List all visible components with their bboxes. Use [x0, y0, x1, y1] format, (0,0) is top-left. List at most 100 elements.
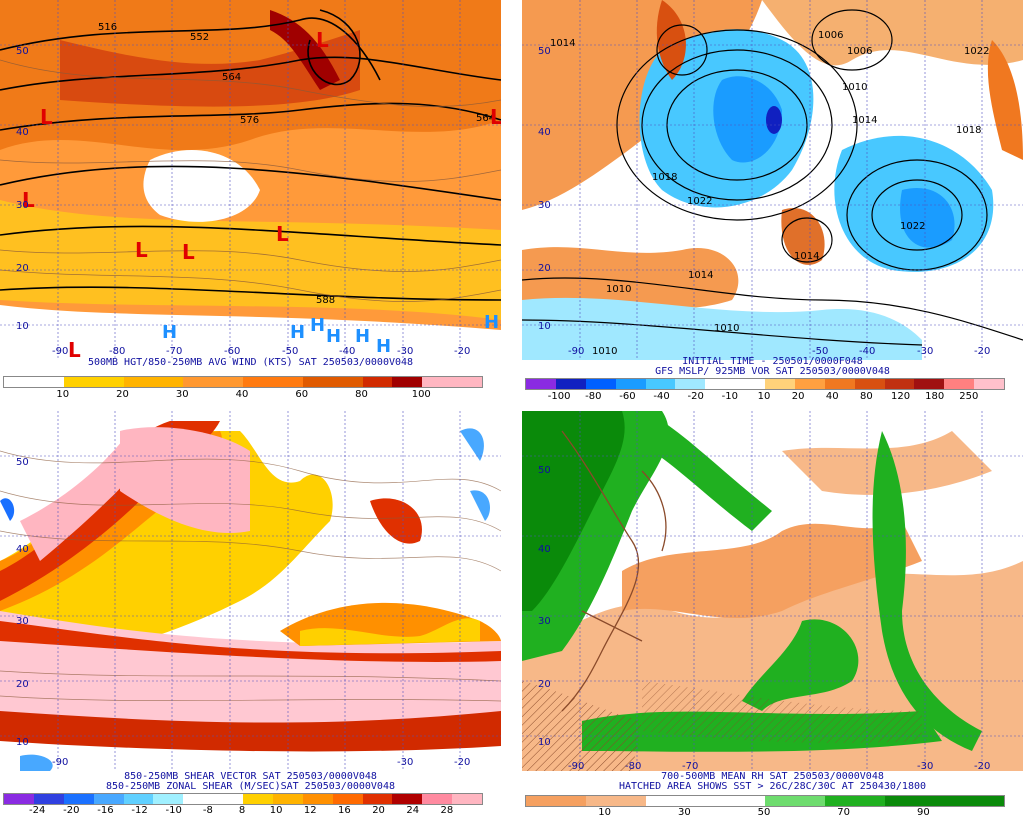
colorbar-swatch	[884, 796, 915, 806]
contour-label: 588	[316, 295, 336, 306]
colorbar-swatch	[272, 794, 303, 804]
contour-label: 552	[190, 32, 210, 43]
colorbar-tick-label: 10	[269, 805, 283, 816]
colorbar-tick-label: -80	[585, 391, 602, 402]
colorbar-swatch	[585, 379, 616, 389]
colorbar-swatch	[854, 379, 885, 389]
colorbar-swatch	[854, 796, 885, 806]
contour-label: 576	[240, 115, 260, 126]
isobar-label: 1014	[688, 270, 714, 281]
colorbar-tick-label: 40	[235, 389, 249, 400]
colorbar-tick-label: 70	[837, 807, 851, 818]
colorbar-tick-label: -20	[63, 805, 80, 816]
panel-wind: 516 552 564 576 564 588 L L L L L L L L …	[0, 0, 501, 408]
lon-label: -30	[397, 757, 414, 768]
colorbar-tick-label: 90	[916, 807, 930, 818]
isobar-label: 1014	[550, 38, 576, 49]
low-pressure-marker: L	[316, 28, 329, 52]
colorbar-tick-label: 20	[116, 389, 129, 400]
lat-label: 30	[538, 200, 551, 211]
colorbar-swatch	[884, 379, 915, 389]
lon-label: -20	[974, 761, 991, 771]
colorbar-tick-label: 180	[925, 391, 945, 402]
lat-label: 10	[16, 737, 29, 748]
colorbar-swatch	[153, 377, 184, 387]
lon-label: -20	[454, 757, 471, 768]
colorbar-swatch	[243, 377, 273, 387]
vorticity-map: 1014 1006 1006 1022 1010 1014 1018 1022 …	[522, 0, 1023, 360]
isobar-label: 1010	[842, 82, 868, 93]
high-pressure-marker: H	[376, 336, 392, 357]
colorbar-swatch	[392, 377, 423, 387]
colorbar-swatch	[153, 794, 184, 804]
lon-label: -50	[282, 346, 299, 357]
high-pressure-marker: H	[162, 322, 178, 343]
isobar-label: 1006	[818, 30, 844, 41]
colorbar-ticks: -24 -20 -16 -12 -10 -8 8 10 12 16 20 24 28	[3, 805, 481, 817]
lat-label: 40	[16, 544, 29, 555]
colorbar-swatch	[675, 379, 706, 389]
colorbar-swatch	[914, 796, 945, 806]
lon-label: -20	[454, 346, 471, 357]
colorbar-swatch	[944, 796, 975, 806]
isobar-label: 1010	[714, 323, 740, 334]
lon-label: -80	[625, 761, 642, 771]
colorbar-swatch	[824, 796, 855, 806]
low-pressure-marker: L	[68, 338, 81, 360]
lon-label: -30	[917, 761, 934, 771]
colorbar-swatch	[705, 379, 736, 389]
lon-label: -80	[109, 346, 126, 357]
isobar-label: 1006	[847, 46, 873, 57]
colorbar-swatch	[123, 794, 154, 804]
lon-label: -70	[682, 761, 699, 771]
colorbar-swatch	[332, 377, 363, 387]
colorbar-tick-label: -40	[653, 391, 670, 402]
colorbar-swatch	[452, 377, 482, 387]
panel-rh: 50 40 30 20 10 -90 -80 -70 -30 -20 700-5…	[522, 411, 1023, 819]
colorbar-swatch	[585, 796, 616, 806]
colorbar-swatch	[362, 377, 393, 387]
isobar-label: 1018	[652, 172, 678, 183]
colorbar-swatch	[332, 794, 363, 804]
colorbar-swatch	[615, 796, 646, 806]
colorbar-tick-label: 40	[825, 391, 839, 402]
colorbar	[525, 378, 1005, 390]
lon-label: -30	[917, 346, 934, 357]
colorbar-ticks: 10 30 50 70 90	[525, 807, 1003, 819]
colorbar-tick-label: 30	[677, 807, 691, 818]
lat-label: 50	[16, 457, 29, 468]
panel-caption: GFS MSLP/ 925MB VOR SAT 250503/0000V048	[655, 366, 890, 377]
lon-label: -90	[52, 757, 69, 768]
high-pressure-marker: H	[310, 315, 326, 336]
lon-label: -40	[339, 346, 356, 357]
colorbar-tick-label: -100	[547, 391, 571, 402]
colorbar	[525, 795, 1005, 807]
lon-label: -40	[859, 346, 876, 357]
colorbar-tick-label: 60	[295, 389, 309, 400]
panel-caption: INITIAL TIME - 250501/0000F048	[682, 356, 863, 367]
lon-label: -90	[52, 346, 69, 357]
colorbar-swatch	[302, 377, 333, 387]
colorbar-swatch	[33, 794, 64, 804]
colorbar-swatch	[4, 794, 34, 804]
colorbar-tick-label: 8	[238, 805, 246, 816]
isobar-label: 1014	[852, 115, 878, 126]
lon-label: -90	[568, 761, 585, 771]
lat-label: 30	[16, 616, 29, 627]
colorbar-tick-label: 250	[959, 391, 979, 402]
lat-label: 20	[538, 263, 551, 274]
colorbar-swatch	[645, 379, 676, 389]
lat-label: 40	[16, 127, 29, 138]
colorbar-tick-label: 12	[303, 805, 317, 816]
colorbar-tick-label: 28	[440, 805, 454, 816]
colorbar-swatch	[213, 377, 243, 387]
panel-caption: 850-250MB ZONAL SHEAR (M/SEC)SAT 250503/…	[106, 781, 395, 792]
low-pressure-marker: L	[182, 240, 195, 264]
lon-label: -20	[974, 346, 991, 357]
panel-caption: 700-500MB MEAN RH SAT 250503/0000V048	[661, 771, 884, 782]
colorbar-swatch	[765, 796, 795, 806]
lat-label: 50	[538, 465, 551, 476]
colorbar-swatch	[183, 377, 214, 387]
colorbar-swatch	[63, 794, 94, 804]
colorbar-tick-label: 80	[355, 389, 368, 400]
